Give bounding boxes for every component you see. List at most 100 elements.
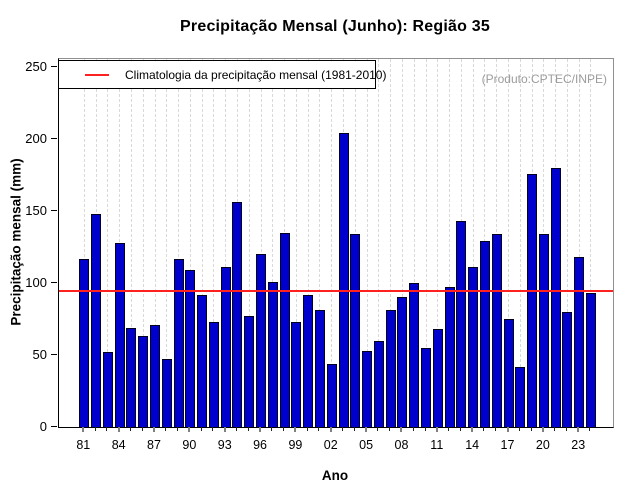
precip-bar-07 — [385, 310, 396, 427]
x-tick — [165, 427, 167, 431]
year-gridline — [519, 59, 521, 427]
year-gridline — [130, 59, 132, 427]
precip-bar-17 — [503, 319, 514, 427]
x-tick — [565, 427, 567, 431]
precip-bar-22 — [562, 312, 573, 427]
x-tick — [353, 427, 355, 431]
x-tick — [448, 427, 450, 431]
x-tick — [153, 427, 155, 432]
year-gridline — [401, 59, 403, 427]
precip-bar-88 — [161, 359, 172, 427]
x-tick-label-93: 93 — [217, 438, 232, 452]
precip-bar-96 — [256, 254, 267, 427]
precip-bar-01 — [314, 310, 325, 427]
x-tick — [471, 427, 474, 432]
y-tick-label-250: 250 — [25, 59, 47, 74]
x-tick — [212, 427, 214, 431]
precip-bar-20 — [538, 234, 549, 427]
x-tick — [94, 427, 96, 431]
legend-box: Climatologia da precipitação mensal (198… — [58, 60, 386, 89]
year-gridline — [225, 59, 227, 427]
x-tick — [577, 427, 580, 432]
precip-bar-10 — [421, 348, 432, 427]
y-tick — [51, 426, 57, 427]
year-gridline — [378, 59, 380, 427]
precip-bar-97 — [267, 282, 278, 427]
year-gridline — [472, 59, 474, 427]
year-gridline — [449, 59, 451, 427]
y-axis-title: Precipitação mensal (mm) — [8, 158, 24, 326]
year-gridline — [366, 59, 368, 427]
precip-bar-83 — [102, 352, 113, 427]
precip-bar-21 — [550, 168, 561, 427]
legend-label: Climatologia da precipitação mensal (198… — [125, 67, 387, 82]
year-gridline — [307, 59, 309, 427]
x-tick — [377, 427, 379, 431]
precip-bar-23 — [574, 257, 585, 427]
year-gridline — [272, 59, 274, 427]
x-axis-title: Ano — [321, 468, 349, 483]
y-tick-label-200: 200 — [25, 131, 47, 146]
precip-bar-08 — [397, 297, 408, 427]
x-tick — [541, 427, 544, 432]
precip-bar-87 — [150, 325, 160, 427]
x-tick — [235, 427, 237, 431]
x-tick — [518, 427, 520, 431]
precip-bar-81 — [79, 259, 90, 427]
precip-bar-18 — [515, 367, 526, 427]
precip-bar-98 — [279, 233, 290, 427]
year-gridline — [578, 59, 580, 427]
x-tick-label-81: 81 — [76, 438, 91, 452]
precip-bar-02 — [326, 364, 337, 427]
produto-note: (Produto:CPTEC/INPE) — [481, 72, 607, 86]
x-tick — [589, 427, 591, 431]
precip-bar-91 — [197, 295, 208, 427]
x-tick-label-87: 87 — [147, 438, 161, 452]
y-tick — [51, 210, 57, 211]
precip-bar-92 — [208, 322, 219, 427]
x-tick-label-84: 84 — [111, 438, 126, 452]
y-tick-label-0: 0 — [39, 419, 47, 434]
x-tick-label-08: 08 — [394, 438, 409, 452]
x-tick — [200, 427, 202, 431]
x-tick-label-17: 17 — [500, 438, 515, 452]
year-gridline — [508, 59, 509, 427]
year-gridline — [566, 59, 568, 427]
x-tick — [365, 427, 368, 432]
x-tick — [259, 427, 262, 432]
x-tick — [530, 427, 532, 431]
x-tick-label-23: 23 — [571, 438, 586, 452]
x-tick-label-20: 20 — [535, 438, 550, 452]
x-tick — [117, 427, 120, 432]
x-tick — [141, 427, 143, 431]
year-gridline — [83, 59, 85, 427]
precip-bar-06 — [373, 341, 384, 427]
x-tick-label-14: 14 — [465, 438, 480, 452]
precip-bar-89 — [173, 259, 184, 427]
x-tick-label-05: 05 — [359, 438, 374, 452]
precip-bar-24 — [585, 293, 596, 427]
year-gridline — [142, 59, 144, 427]
x-tick — [435, 427, 438, 432]
x-tick — [177, 427, 179, 431]
year-gridline — [425, 59, 427, 427]
year-gridline — [201, 59, 203, 427]
y-tick-label-50: 50 — [32, 347, 47, 362]
x-tick — [554, 427, 556, 431]
year-gridline — [189, 59, 191, 427]
precip-bar-93 — [220, 267, 231, 427]
precip-bar-84 — [114, 243, 125, 427]
year-gridline — [213, 59, 215, 427]
precip-bar-94 — [232, 202, 243, 427]
x-tick — [318, 427, 320, 431]
x-tick — [106, 427, 108, 431]
precip-bar-14 — [468, 267, 479, 427]
x-tick-label-90: 90 — [182, 438, 197, 452]
climatology-line — [59, 290, 613, 292]
precip-bar-95 — [244, 316, 255, 427]
year-gridline — [248, 59, 250, 427]
year-gridline — [331, 59, 333, 427]
x-tick — [459, 427, 461, 431]
year-gridline — [390, 59, 392, 427]
